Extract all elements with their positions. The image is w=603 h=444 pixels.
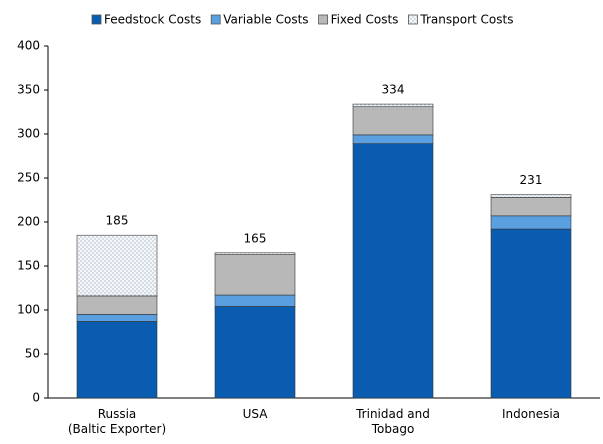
y-tick-label: 250 <box>17 171 40 185</box>
y-tick-label: 350 <box>17 83 40 97</box>
y-tick-label: 300 <box>17 127 40 141</box>
bar-segment <box>352 143 434 399</box>
x-tick-label: USA <box>243 407 269 421</box>
y-tick-label: 50 <box>25 347 40 361</box>
bar-segment <box>76 314 158 322</box>
x-tick-label: Russia (Baltic Exporter) <box>68 407 166 436</box>
y-tick-label: 400 <box>17 39 40 53</box>
bar-segment <box>490 194 572 198</box>
bar-segment <box>214 252 296 255</box>
legend-swatch <box>318 14 328 25</box>
bar-segment <box>76 234 158 297</box>
y-tick-label: 0 <box>32 391 40 405</box>
bar-segment <box>76 295 158 315</box>
legend-label: Transport Costs <box>419 13 513 27</box>
bar-segment <box>490 228 572 399</box>
legend-label: Fixed Costs <box>331 13 399 27</box>
bar-segment <box>214 306 296 399</box>
bar-segment <box>352 106 434 136</box>
total-label: 185 <box>106 214 129 228</box>
legend-swatch <box>210 14 221 25</box>
y-tick-label: 150 <box>17 259 40 273</box>
total-label: 165 <box>244 231 267 245</box>
bar-segment <box>214 254 296 296</box>
x-tick-label: Indonesia <box>502 407 560 421</box>
bar-segment <box>352 103 434 108</box>
y-tick-label: 100 <box>17 303 40 317</box>
bar-segment <box>490 215 572 230</box>
legend-swatch <box>408 14 418 25</box>
bar-segment <box>76 321 158 399</box>
x-tick-label: Trinidad and Tobago <box>355 407 430 436</box>
legend-swatch <box>91 14 102 25</box>
legend-label: Feedstock Costs <box>104 13 201 27</box>
bar-segment <box>352 134 434 144</box>
legend-label: Variable Costs <box>223 13 308 27</box>
bar-segment <box>214 294 296 307</box>
bar-segment <box>490 197 572 217</box>
total-label: 231 <box>520 173 543 187</box>
total-label: 334 <box>382 83 405 97</box>
y-tick-label: 200 <box>17 215 40 229</box>
